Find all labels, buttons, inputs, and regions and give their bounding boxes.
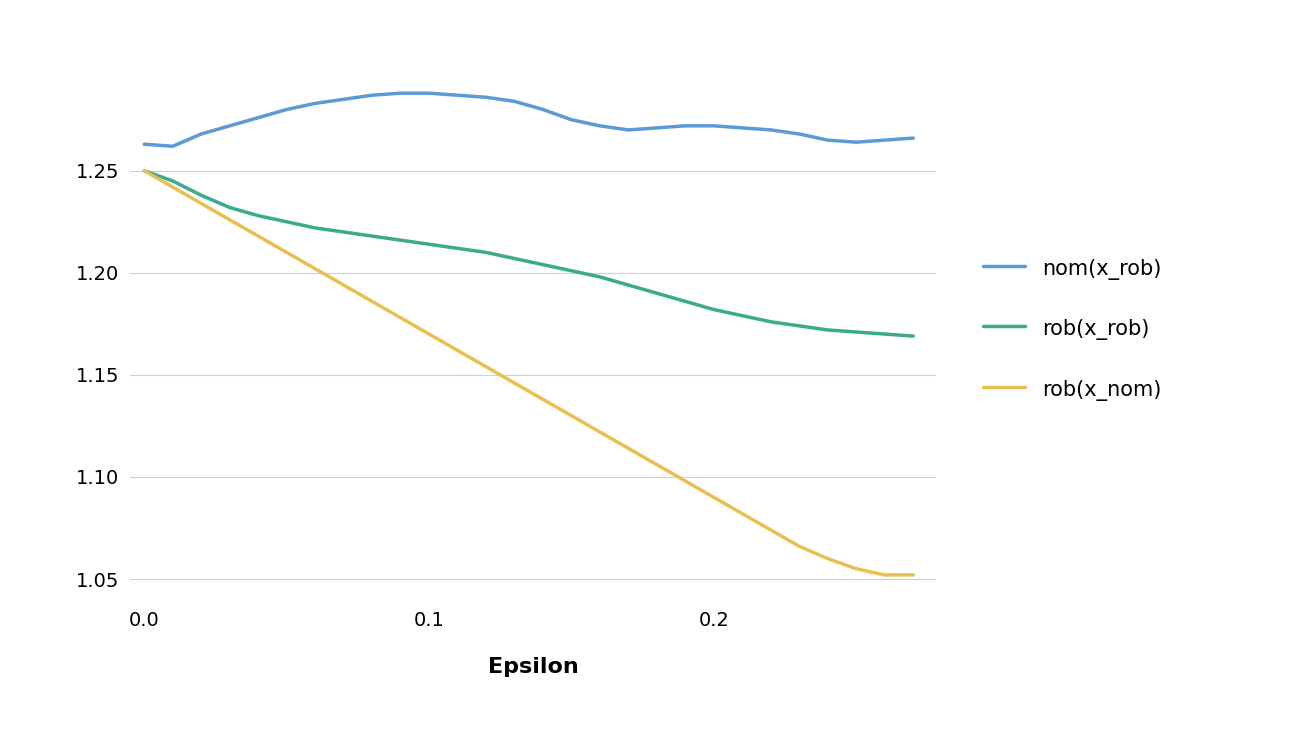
rob(x_nom) — [849, 564, 864, 573]
rob(x_nom) — [478, 363, 494, 371]
rob(x_nom) — [677, 477, 693, 485]
rob(x_rob) — [364, 232, 380, 240]
rob(x_nom) — [335, 281, 351, 289]
X-axis label: Epsilon: Epsilon — [488, 657, 578, 678]
rob(x_rob) — [136, 167, 152, 175]
nom(x_rob) — [677, 121, 693, 130]
rob(x_rob) — [478, 248, 494, 257]
rob(x_rob) — [194, 191, 209, 200]
rob(x_rob) — [649, 289, 664, 298]
rob(x_nom) — [136, 167, 152, 175]
nom(x_rob) — [905, 134, 920, 143]
rob(x_nom) — [251, 232, 266, 240]
nom(x_rob) — [393, 88, 408, 97]
rob(x_rob) — [393, 236, 408, 245]
rob(x_nom) — [706, 493, 722, 501]
rob(x_rob) — [734, 311, 750, 320]
nom(x_rob) — [450, 91, 465, 99]
rob(x_nom) — [763, 526, 779, 534]
rob(x_rob) — [536, 260, 551, 269]
nom(x_rob) — [878, 136, 893, 145]
rob(x_nom) — [820, 554, 836, 563]
rob(x_nom) — [536, 395, 551, 404]
rob(x_rob) — [905, 332, 920, 341]
rob(x_rob) — [878, 330, 893, 338]
rob(x_rob) — [849, 327, 864, 336]
rob(x_nom) — [507, 379, 523, 387]
rob(x_nom) — [364, 297, 380, 306]
Line: nom(x_rob): nom(x_rob) — [144, 93, 913, 146]
rob(x_nom) — [592, 428, 607, 436]
rob(x_rob) — [706, 305, 722, 314]
rob(x_rob) — [307, 224, 322, 232]
Line: rob(x_nom): rob(x_nom) — [144, 171, 913, 575]
nom(x_rob) — [706, 121, 722, 130]
rob(x_nom) — [165, 183, 181, 192]
rob(x_rob) — [592, 273, 607, 281]
nom(x_rob) — [620, 126, 636, 135]
rob(x_rob) — [450, 244, 465, 253]
rob(x_nom) — [307, 265, 322, 273]
rob(x_nom) — [878, 570, 893, 579]
rob(x_nom) — [649, 461, 664, 469]
Line: rob(x_rob): rob(x_rob) — [144, 171, 913, 336]
nom(x_rob) — [165, 142, 181, 151]
nom(x_rob) — [307, 99, 322, 107]
rob(x_nom) — [792, 542, 807, 550]
rob(x_rob) — [792, 322, 807, 330]
nom(x_rob) — [251, 113, 266, 122]
nom(x_rob) — [820, 136, 836, 145]
rob(x_nom) — [450, 346, 465, 355]
rob(x_rob) — [507, 254, 523, 263]
rob(x_rob) — [421, 240, 437, 249]
nom(x_rob) — [507, 97, 523, 106]
rob(x_nom) — [564, 412, 580, 420]
rob(x_nom) — [393, 314, 408, 322]
rob(x_rob) — [677, 297, 693, 306]
rob(x_rob) — [763, 317, 779, 326]
rob(x_rob) — [165, 177, 181, 186]
rob(x_nom) — [278, 248, 294, 257]
nom(x_rob) — [849, 137, 864, 146]
nom(x_rob) — [278, 105, 294, 114]
rob(x_rob) — [222, 203, 238, 212]
nom(x_rob) — [136, 140, 152, 148]
nom(x_rob) — [536, 105, 551, 114]
nom(x_rob) — [649, 124, 664, 132]
rob(x_rob) — [620, 281, 636, 289]
nom(x_rob) — [364, 91, 380, 99]
nom(x_rob) — [734, 124, 750, 132]
rob(x_nom) — [905, 570, 920, 579]
nom(x_rob) — [194, 129, 209, 138]
nom(x_rob) — [763, 126, 779, 135]
rob(x_rob) — [335, 227, 351, 236]
nom(x_rob) — [478, 93, 494, 102]
Legend: nom(x_rob), rob(x_rob), rob(x_nom): nom(x_rob), rob(x_rob), rob(x_nom) — [962, 237, 1182, 421]
rob(x_nom) — [734, 510, 750, 518]
nom(x_rob) — [421, 88, 437, 97]
rob(x_rob) — [251, 211, 266, 220]
nom(x_rob) — [592, 121, 607, 130]
nom(x_rob) — [222, 121, 238, 130]
rob(x_nom) — [421, 330, 437, 338]
nom(x_rob) — [792, 129, 807, 138]
rob(x_rob) — [278, 217, 294, 226]
rob(x_rob) — [564, 266, 580, 275]
nom(x_rob) — [564, 115, 580, 124]
rob(x_nom) — [222, 216, 238, 224]
rob(x_rob) — [820, 325, 836, 334]
nom(x_rob) — [335, 95, 351, 104]
rob(x_nom) — [194, 199, 209, 208]
rob(x_nom) — [620, 444, 636, 452]
